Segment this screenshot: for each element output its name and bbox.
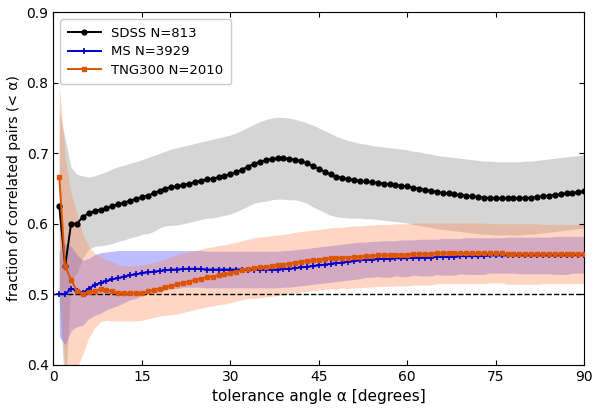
TNG300 N=2010 (56, 174, 63, 179)
SDSS N=813 (221, 173, 228, 178)
SDSS N=813 (581, 189, 588, 194)
SDSS N=813 (433, 189, 440, 194)
Legend: SDSS N=813, MS N=3929, TNG300 N=2010: SDSS N=813, MS N=3929, TNG300 N=2010 (60, 19, 232, 84)
MS N=3929 (127, 273, 134, 278)
MS N=3929 (557, 253, 564, 258)
X-axis label: tolerance angle α [degrees]: tolerance angle α [degrees] (212, 389, 425, 404)
TNG300 N=2010 (498, 251, 505, 256)
SDSS N=813 (62, 263, 69, 268)
Line: MS N=3929: MS N=3929 (56, 251, 588, 298)
TNG300 N=2010 (79, 292, 86, 297)
SDSS N=813 (133, 196, 140, 201)
TNG300 N=2010 (563, 252, 570, 256)
MS N=3929 (421, 255, 428, 260)
SDSS N=813 (569, 190, 576, 195)
MS N=3929 (492, 253, 499, 258)
TNG300 N=2010 (221, 272, 228, 277)
Line: TNG300 N=2010: TNG300 N=2010 (57, 174, 587, 297)
TNG300 N=2010 (581, 252, 588, 256)
MS N=3929 (569, 252, 576, 257)
MS N=3929 (215, 267, 222, 272)
SDSS N=813 (516, 196, 523, 201)
TNG300 N=2010 (427, 252, 434, 256)
TNG300 N=2010 (510, 252, 517, 256)
Line: SDSS N=813: SDSS N=813 (57, 156, 587, 268)
Y-axis label: fraction of correlated pairs (< α): fraction of correlated pairs (< α) (7, 76, 21, 302)
MS N=3929 (56, 292, 63, 297)
MS N=3929 (581, 252, 588, 257)
MS N=3929 (504, 253, 511, 258)
TNG300 N=2010 (133, 291, 140, 296)
SDSS N=813 (504, 196, 511, 201)
SDSS N=813 (56, 204, 63, 209)
SDSS N=813 (274, 156, 281, 161)
